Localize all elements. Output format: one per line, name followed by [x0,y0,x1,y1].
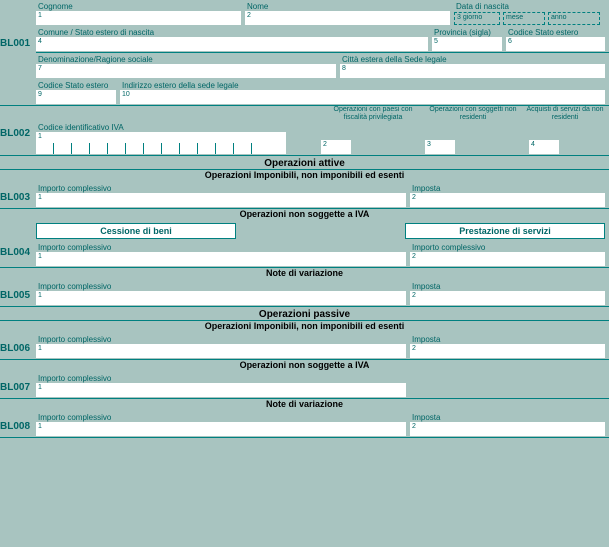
input-cse[interactable]: 6 [506,37,605,51]
tax-form: BL001 Cognome 1 Nome 2 Data di nascita 3… [0,0,609,438]
label-nome: Nome [245,1,450,11]
input-ind[interactable]: 10 [120,90,605,104]
input-dob-giorno[interactable]: 3 giorno [454,12,500,25]
label-iva: Codice identificativo IVA [36,122,286,132]
label-imposta: Imposta [410,183,605,193]
input-comune[interactable]: 4 [36,37,428,51]
input-cognome[interactable]: 1 [36,11,241,25]
input-dob-mese[interactable]: mese [503,12,545,25]
hdr-acquisti: Acquisti di servizi da non residenti [525,106,605,121]
label-ind: Indirizzo estero della sede legale [120,80,605,90]
block-bl007: BL007 Importo complessivo 1 [0,372,609,398]
input-nome[interactable]: 2 [245,11,450,25]
section-attive: Operazioni attive [0,156,609,169]
rowid-bl001: BL001 [0,38,30,49]
label-dob: Data di nascita [454,1,605,11]
band-prestazione: Prestazione di servizi [405,223,605,239]
label-imposta: Imposta [410,412,605,422]
input-bl003-imposta[interactable]: 2 [410,193,605,207]
label-denom: Denominazione/Ragione sociale [36,54,336,64]
label-importo: Importo complessivo [410,242,605,252]
input-denom[interactable]: 7 [36,64,336,78]
label-importo: Importo complessivo [36,373,406,383]
input-bl006-importo[interactable]: 1 [36,344,406,358]
block-bl005: BL005 Importo complessivo 1 Imposta 2 [0,280,609,306]
band-cessione: Cessione di beni [36,223,236,239]
subhead-noiva: Operazioni non soggette a IVA [0,209,609,221]
label-imposta: Imposta [410,281,605,291]
label-importo: Importo complessivo [36,281,406,291]
label-prov: Provincia (sigla) [432,27,502,37]
checkbox-acquisti[interactable]: 4 [529,140,559,154]
input-bl003-importo[interactable]: 1 [36,193,406,207]
input-citta[interactable]: 8 [340,64,605,78]
input-bl004-importo2[interactable]: 2 [410,252,605,266]
block-bl008: BL008 Importo complessivo 1 Imposta 2 [0,411,609,437]
label-cse: Codice Stato estero [506,27,605,37]
rowid-bl008: BL008 [0,421,30,432]
label-cognome: Cognome [36,1,241,11]
label-importo: Importo complessivo [36,183,406,193]
subhead-noiva2: Operazioni non soggette a IVA [0,360,609,372]
subhead-imponibili2: Operazioni Imponibili, non imponibili ed… [0,321,609,333]
input-bl007-importo[interactable]: 1 [36,383,406,397]
subhead-note: Note di variazione [0,268,609,280]
hdr-nonres: Operazioni con soggetti non residenti [425,106,521,121]
input-cse2[interactable]: 9 [36,90,116,104]
block-bl003: BL003 Importo complessivo 1 Imposta 2 [0,182,609,208]
label-comune: Comune / Stato estero di nascita [36,27,428,37]
label-cse2: Codice Stato estero [36,80,116,90]
block-bl002: BL002 Operazioni con paesi con fiscalità… [0,106,609,155]
rowid-bl006: BL006 [0,343,30,354]
input-dob-anno[interactable]: anno [548,12,600,25]
input-bl008-imposta[interactable]: 2 [410,422,605,436]
input-bl006-imposta[interactable]: 2 [410,344,605,358]
block-bl004: BL004 Importo complessivo 1 Importo comp… [0,241,609,267]
block-bl006: BL006 Importo complessivo 1 Imposta 2 [0,333,609,359]
rowid-bl007: BL007 [0,382,30,393]
label-importo: Importo complessivo [36,334,406,344]
hdr-fiscalita: Operazioni con paesi con fiscalità privi… [325,106,421,121]
input-bl005-imposta[interactable]: 2 [410,291,605,305]
block-bands: Cessione di beni Prestazione di servizi [0,221,609,241]
label-importo: Importo complessivo [36,242,406,252]
rowid-bl002: BL002 [0,128,30,139]
input-bl008-importo[interactable]: 1 [36,422,406,436]
dob-group: 3 giorno mese anno [454,11,605,25]
label-imposta: Imposta [410,334,605,344]
section-passive: Operazioni passive [0,307,609,320]
checkbox-nonres[interactable]: 3 [425,140,455,154]
input-prov[interactable]: 5 [432,37,502,51]
input-iva[interactable]: 1 [36,132,286,154]
input-bl004-importo1[interactable]: 1 [36,252,406,266]
subhead-note2: Note di variazione [0,399,609,411]
rowid-bl003: BL003 [0,192,30,203]
checkbox-fiscalita[interactable]: 2 [321,140,351,154]
label-citta: Città estera della Sede legale [340,54,605,64]
block-bl001: BL001 Cognome 1 Nome 2 Data di nascita 3… [0,0,609,105]
rowid-bl004: BL004 [0,247,30,258]
input-bl005-importo[interactable]: 1 [36,291,406,305]
label-importo: Importo complessivo [36,412,406,422]
rowid-bl005: BL005 [0,290,30,301]
subhead-imponibili: Operazioni Imponibili, non imponibili ed… [0,170,609,182]
